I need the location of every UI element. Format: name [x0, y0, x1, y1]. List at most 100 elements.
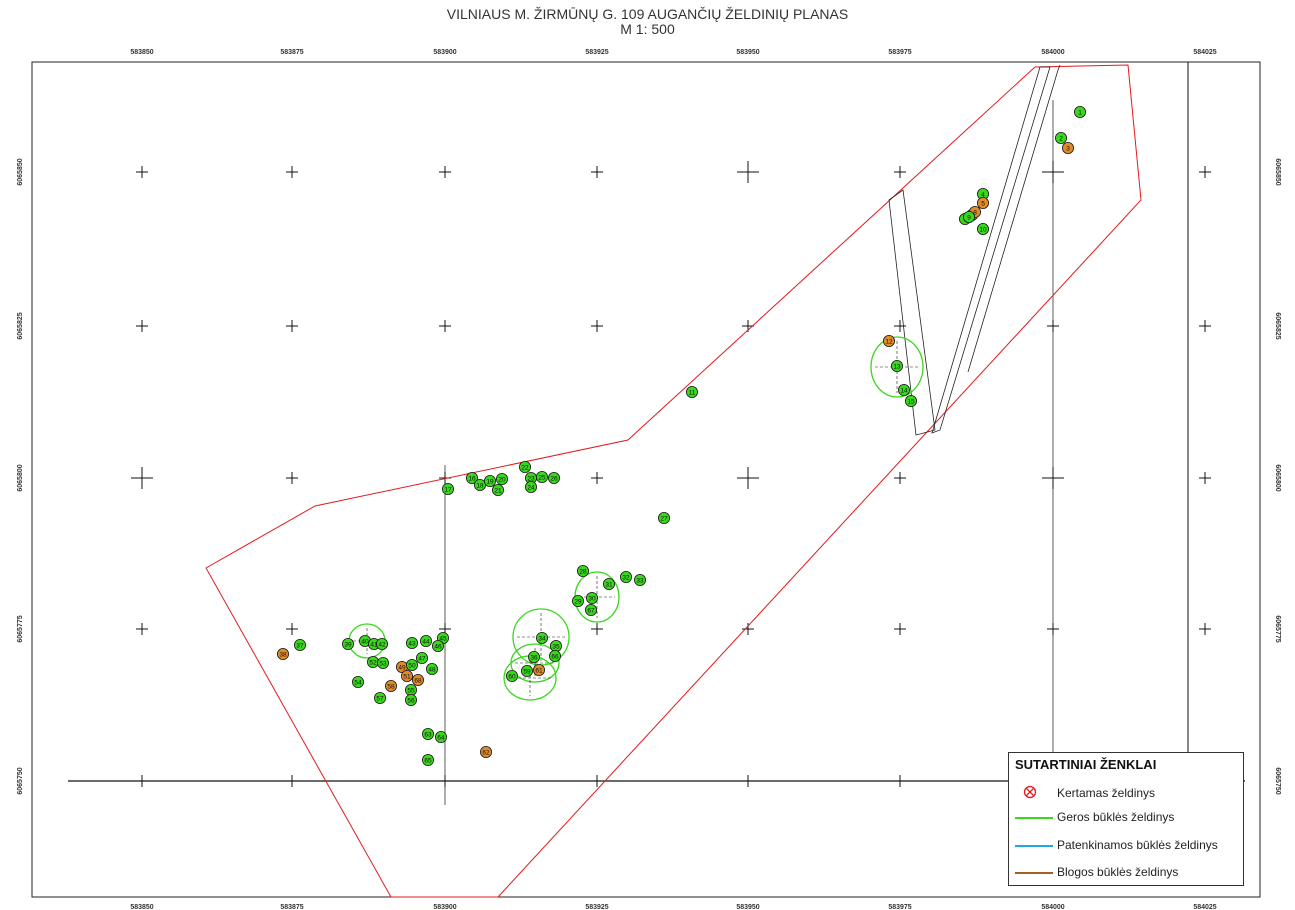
x-tick-label-bottom: 584025 [1193, 904, 1216, 910]
tree-dot [441, 482, 454, 495]
good-line-icon [1015, 817, 1053, 819]
tree-number: 39 [344, 641, 352, 648]
tree-dot [977, 222, 990, 235]
legend-item-cut: Kertamas želdinys [1013, 785, 1243, 803]
tree-marker: 31 [603, 578, 616, 591]
y-tick-label-left: 6065850 [17, 158, 24, 185]
tree-dot [572, 595, 585, 608]
tree-marker: 12 [883, 334, 896, 347]
tree-number: 66 [551, 653, 559, 660]
tree-marker: 43 [405, 637, 418, 650]
tree-marker: 19 [483, 474, 496, 487]
tree-marker: 16 [465, 471, 478, 484]
tree-number: 50 [408, 662, 416, 669]
tree-number: 48 [428, 666, 436, 673]
tree-marker: 42 [375, 638, 388, 651]
x-tick-label-bottom: 583925 [585, 904, 608, 910]
tree-marker: 52 [366, 656, 379, 669]
tree-crown [870, 336, 924, 398]
tree-marker: 22 [519, 460, 532, 473]
tree-dot [883, 334, 896, 347]
tree-number: 47 [418, 655, 426, 662]
map-legend: SUTARTINIAI ŽENKLAI Kertamas želdinys Ge… [1008, 752, 1244, 886]
tree-dot [505, 670, 518, 683]
tree-marker: 50 [405, 659, 418, 672]
tree-marker: 64 [434, 731, 447, 744]
y-tick-label-left: 6065750 [17, 767, 24, 794]
tree-number: 21 [494, 487, 502, 494]
tree-number: 44 [422, 638, 430, 645]
tree-marker: 59 [521, 665, 534, 678]
x-tick-label-bottom: 583950 [736, 904, 759, 910]
tree-number: 64 [437, 734, 445, 741]
tree-dot [419, 635, 432, 648]
legend-label-cut: Kertamas želdinys [1057, 786, 1156, 800]
x-tick-label-bottom: 583875 [280, 904, 303, 910]
tree-marker: 60 [505, 670, 518, 683]
footpath-strip [888, 189, 936, 436]
tree-dot [620, 571, 633, 584]
tree-number: 15 [907, 398, 915, 405]
tree-marker: 15 [905, 394, 918, 407]
tree-dot [963, 210, 976, 223]
tree-marker: 26 [548, 471, 561, 484]
footpath-outline [888, 64, 1061, 436]
tree-dot [434, 731, 447, 744]
x-tick-label-top: 583950 [736, 49, 759, 56]
tree-number: 45 [439, 635, 447, 642]
tree-number: 18 [476, 482, 484, 489]
tree-number: 59 [523, 668, 531, 675]
tree-number: 22 [521, 464, 529, 471]
y-tick-label-left: 6065800 [17, 464, 24, 491]
tree-dot [898, 383, 911, 396]
tree-marker: 10 [977, 222, 990, 235]
tree-number: 38 [279, 651, 287, 658]
tree-number: 35 [552, 643, 560, 650]
tree-number: 14 [900, 387, 908, 394]
tree-number: 56 [407, 697, 415, 704]
tree-number: 28 [579, 568, 587, 575]
tree-marker: 48 [425, 663, 438, 676]
tree-dot [1055, 131, 1068, 144]
tree-dot [404, 694, 417, 707]
tree-dot [375, 638, 388, 651]
tree-dot [276, 648, 289, 661]
legend-title: SUTARTINIAI ŽENKLAI [1015, 757, 1157, 772]
tree-marker: 20 [495, 472, 508, 485]
tree-marker: 29 [572, 595, 585, 608]
tree-number: 51 [403, 673, 411, 680]
tree-dot [479, 746, 492, 759]
tree-number: 26 [550, 475, 558, 482]
tree-number: 30 [588, 595, 596, 602]
tree-marker: 63 [421, 728, 434, 741]
map-title: VILNIAUS M. ŽIRMŪNŲ G. 109 AUGANČIŲ ŽELD… [446, 6, 849, 22]
tree-marker: 9 [963, 210, 976, 223]
tree-dot [577, 565, 590, 578]
cut-tree-icon [1023, 785, 1037, 799]
tree-number: 10 [979, 226, 987, 233]
tree-dot [293, 639, 306, 652]
tree-marker: 36 [528, 651, 541, 664]
tree-marker: 2 [1055, 131, 1068, 144]
x-tick-label-top: 583900 [433, 49, 456, 56]
tree-marker: 24 [525, 480, 538, 493]
tree-marker: 44 [419, 635, 432, 648]
y-tick-label-right: 6065825 [1274, 312, 1281, 339]
legend-item-bad: Blogos būklės želdinys [1013, 864, 1243, 882]
tree-marker: 55 [404, 684, 417, 697]
tree-number: 61 [535, 667, 543, 674]
tree-number: 5 [981, 200, 985, 207]
x-tick-label-top: 583975 [888, 49, 911, 56]
tree-dot [525, 480, 538, 493]
tree-number: 63 [424, 731, 432, 738]
legend-item-good: Geros būklės želdinys [1013, 809, 1243, 827]
tree-number: 11 [689, 389, 696, 396]
satisfactory-line-icon [1015, 845, 1053, 847]
tree-number: 60 [508, 673, 516, 680]
tree-dot [1074, 106, 1087, 119]
tree-marker: 54 [351, 676, 364, 689]
tree-number: 24 [527, 484, 535, 491]
tree-number: 46 [434, 643, 442, 650]
tree-dot [421, 754, 434, 767]
